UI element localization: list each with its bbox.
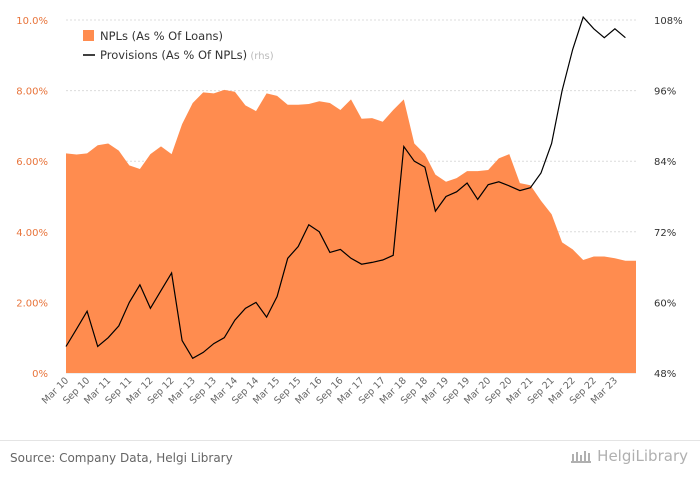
- npl-area: [66, 89, 636, 374]
- y-right-tick-label: 48%: [654, 369, 676, 380]
- y-left-tick-label: 8.00%: [16, 87, 48, 98]
- legend: NPLs (As % Of Loans) Provisions (As % Of…: [83, 29, 274, 62]
- y-left-tick-label: 0%: [32, 369, 48, 380]
- y-right-tick-label: 60%: [654, 298, 676, 309]
- y-right-tick-label: 108%: [654, 16, 683, 27]
- footer-divider: [0, 440, 700, 441]
- brand-name: HelgiLibrary: [597, 447, 688, 465]
- provisions-line: [65, 15, 626, 360]
- library-icon: [571, 451, 592, 463]
- y-right-tick-label: 84%: [654, 157, 676, 168]
- brand-logo[interactable]: HelgiLibrary: [570, 447, 688, 465]
- left-axis: 0% 2.00% 4.00% 6.00% 8.00% 10.0%: [16, 16, 48, 380]
- legend-label-provisions-rhs: (rhs): [247, 51, 274, 62]
- right-axis: 48% 60% 72% 84% 96% 108%: [654, 16, 683, 380]
- source-note: Source: Company Data, Helgi Library: [10, 451, 233, 465]
- legend-label-npl: NPLs (As % Of Loans): [100, 29, 223, 43]
- legend-label-provisions: Provisions (As % Of NPLs) (rhs): [100, 48, 274, 62]
- y-left-tick-label: 10.0%: [16, 16, 48, 27]
- y-left-tick-label: 4.00%: [16, 228, 48, 239]
- y-left-tick-label: 2.00%: [16, 298, 48, 309]
- legend-swatch-npl: [83, 30, 94, 41]
- y-left-tick-label: 6.00%: [16, 157, 48, 168]
- y-right-tick-label: 72%: [654, 228, 676, 239]
- provisions-line-series: [65, 15, 626, 360]
- y-right-tick-label: 96%: [654, 87, 676, 98]
- chart: 0% 2.00% 4.00% 6.00% 8.00% 10.0% 48% 60% 72% 84%…: [16, 15, 683, 406]
- npl-area-series: [66, 89, 636, 374]
- legend-label-provisions-main: Provisions (As % Of NPLs): [100, 48, 247, 62]
